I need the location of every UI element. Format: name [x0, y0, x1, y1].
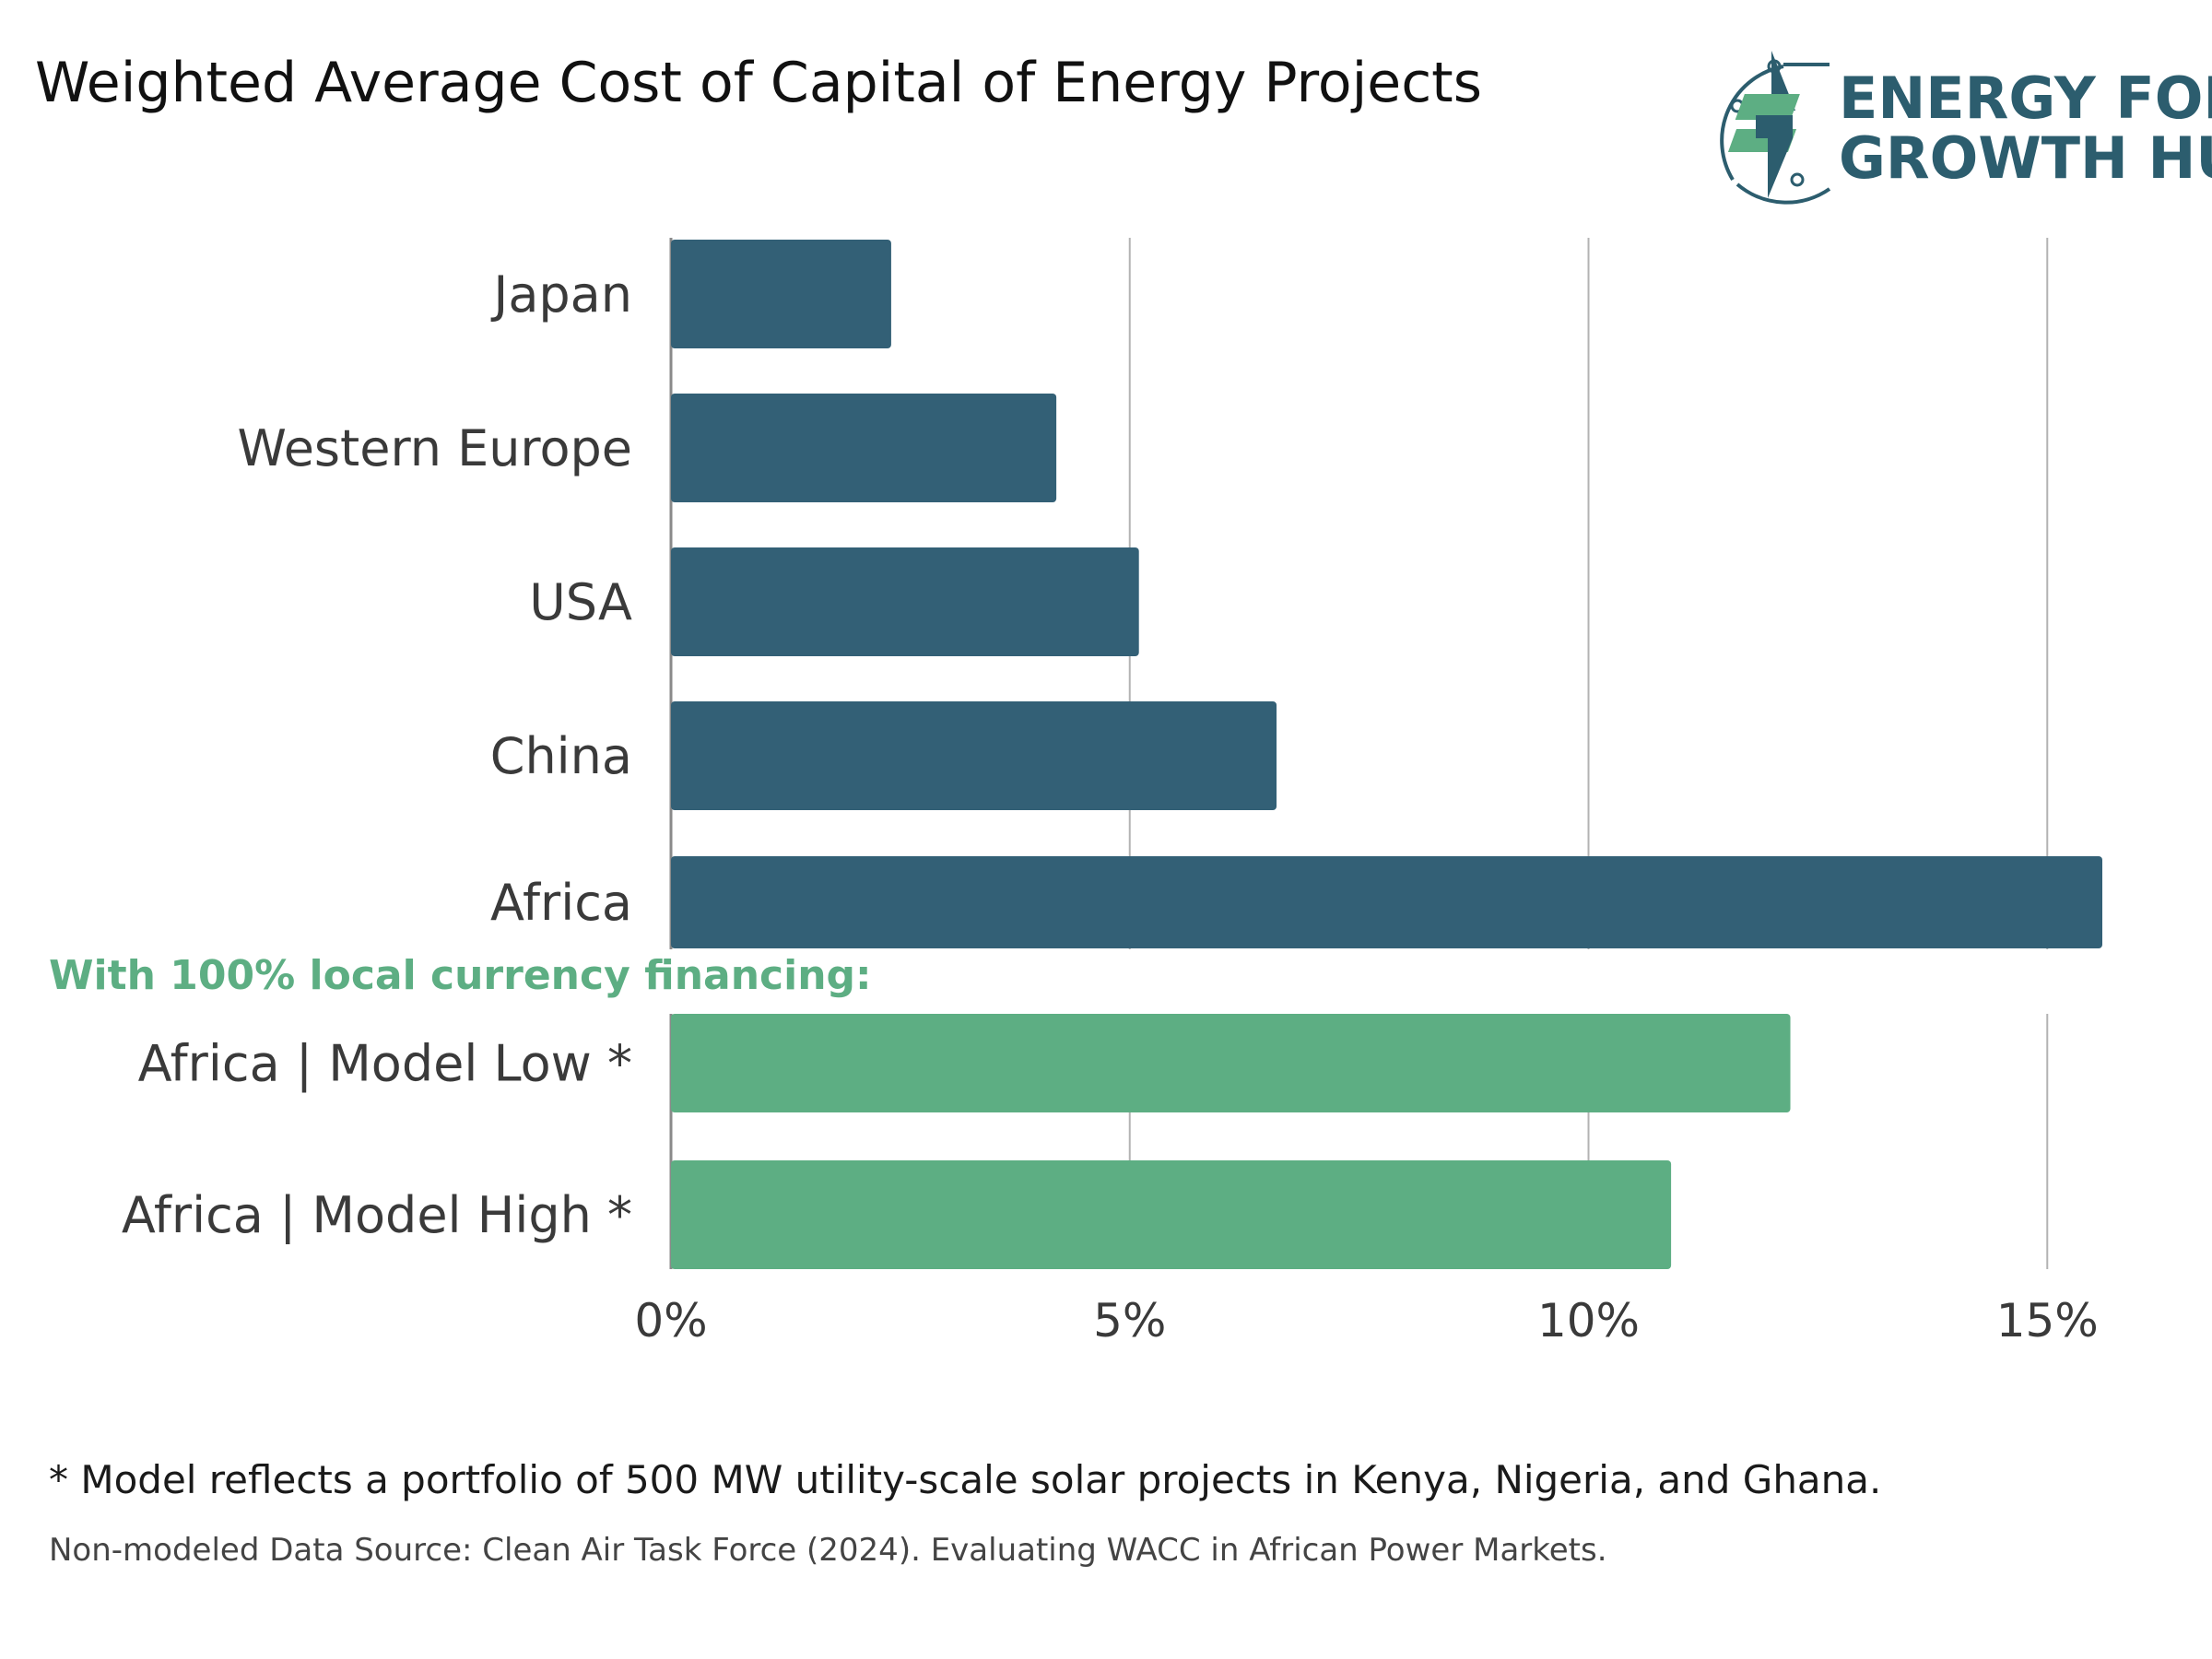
- category-label-1: Western Europe: [237, 419, 632, 477]
- x-tick-label-1: 5%: [1093, 1294, 1166, 1347]
- chart-title: Weighted Average Cost of Capital of Ener…: [35, 51, 1482, 115]
- x-tick-label-3: 15%: [1996, 1294, 2099, 1347]
- bar-1: [671, 394, 1057, 502]
- x-tick-label-2: 10%: [1537, 1294, 1640, 1347]
- local-currency-group-label: With 100% local currency financing:: [49, 952, 872, 999]
- bar-6: [671, 1160, 1672, 1269]
- bar-5: [671, 1014, 1791, 1112]
- category-label-6: Africa | Model High *: [122, 1186, 632, 1244]
- data-source: Non-modeled Data Source: Clean Air Task …: [49, 1532, 1607, 1569]
- logo-text-line1: ENERGY FOR: [1839, 65, 2212, 132]
- x-tick-label-0: 0%: [634, 1294, 707, 1347]
- bar-3: [671, 701, 1277, 810]
- category-label-5: Africa | Model Low *: [138, 1035, 632, 1093]
- category-label-3: China: [490, 727, 632, 785]
- category-label-2: USA: [529, 573, 632, 631]
- category-labels: Japan Western Europe USA China Africa Africa …: [122, 265, 632, 1244]
- logo-mark-icon: [1720, 51, 1831, 205]
- footnote: * Model reflects a portfolio of 500 MW u…: [49, 1457, 1881, 1502]
- bars: [671, 240, 2102, 1269]
- bar-0: [671, 240, 891, 348]
- category-label-0: Japan: [490, 265, 632, 324]
- energy-for-growth-hub-logo: ENERGY FOR GROWTH HUB: [1720, 51, 2212, 205]
- bar-2: [671, 547, 1139, 656]
- x-axis-ticks: 0% 5% 10% 15%: [634, 1294, 2099, 1347]
- bar-4: [671, 856, 2102, 948]
- category-label-4: Africa: [490, 874, 632, 932]
- logo-text-line2: GROWTH HUB: [1839, 124, 2212, 192]
